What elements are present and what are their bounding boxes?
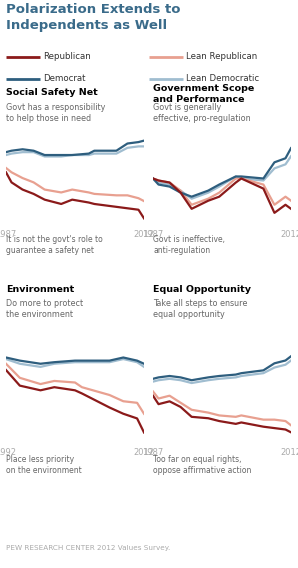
Text: Equal Opportunity: Equal Opportunity xyxy=(153,285,251,294)
Text: Govt is generally
effective, pro-regulation: Govt is generally effective, pro-regulat… xyxy=(153,103,251,123)
Text: Govt has a responsibility
to help those in need: Govt has a responsibility to help those … xyxy=(6,103,105,123)
Text: Lean Republican: Lean Republican xyxy=(186,52,257,61)
Text: Republican: Republican xyxy=(43,52,91,61)
Text: Take all steps to ensure
equal opportunity: Take all steps to ensure equal opportuni… xyxy=(153,299,247,319)
Text: Government Scope
and Performance: Government Scope and Performance xyxy=(153,84,254,104)
Text: Place less priority
on the environment: Place less priority on the environment xyxy=(6,455,82,475)
Text: Govt is ineffective,
anti-regulation: Govt is ineffective, anti-regulation xyxy=(153,235,225,255)
Text: Polarization Extends to
Independents as Well: Polarization Extends to Independents as … xyxy=(6,3,181,31)
Text: Lean Democratic: Lean Democratic xyxy=(186,74,259,83)
Text: Environment: Environment xyxy=(6,285,74,294)
Text: Too far on equal rights,
oppose affirmative action: Too far on equal rights, oppose affirmat… xyxy=(153,455,252,475)
Text: PEW RESEARCH CENTER 2012 Values Survey.: PEW RESEARCH CENTER 2012 Values Survey. xyxy=(6,545,170,551)
Text: Social Safety Net: Social Safety Net xyxy=(6,88,98,97)
Text: Democrat: Democrat xyxy=(43,74,86,83)
Text: It is not the govt's role to
guarantee a safety net: It is not the govt's role to guarantee a… xyxy=(6,235,103,255)
Text: Do more to protect
the environment: Do more to protect the environment xyxy=(6,299,83,319)
